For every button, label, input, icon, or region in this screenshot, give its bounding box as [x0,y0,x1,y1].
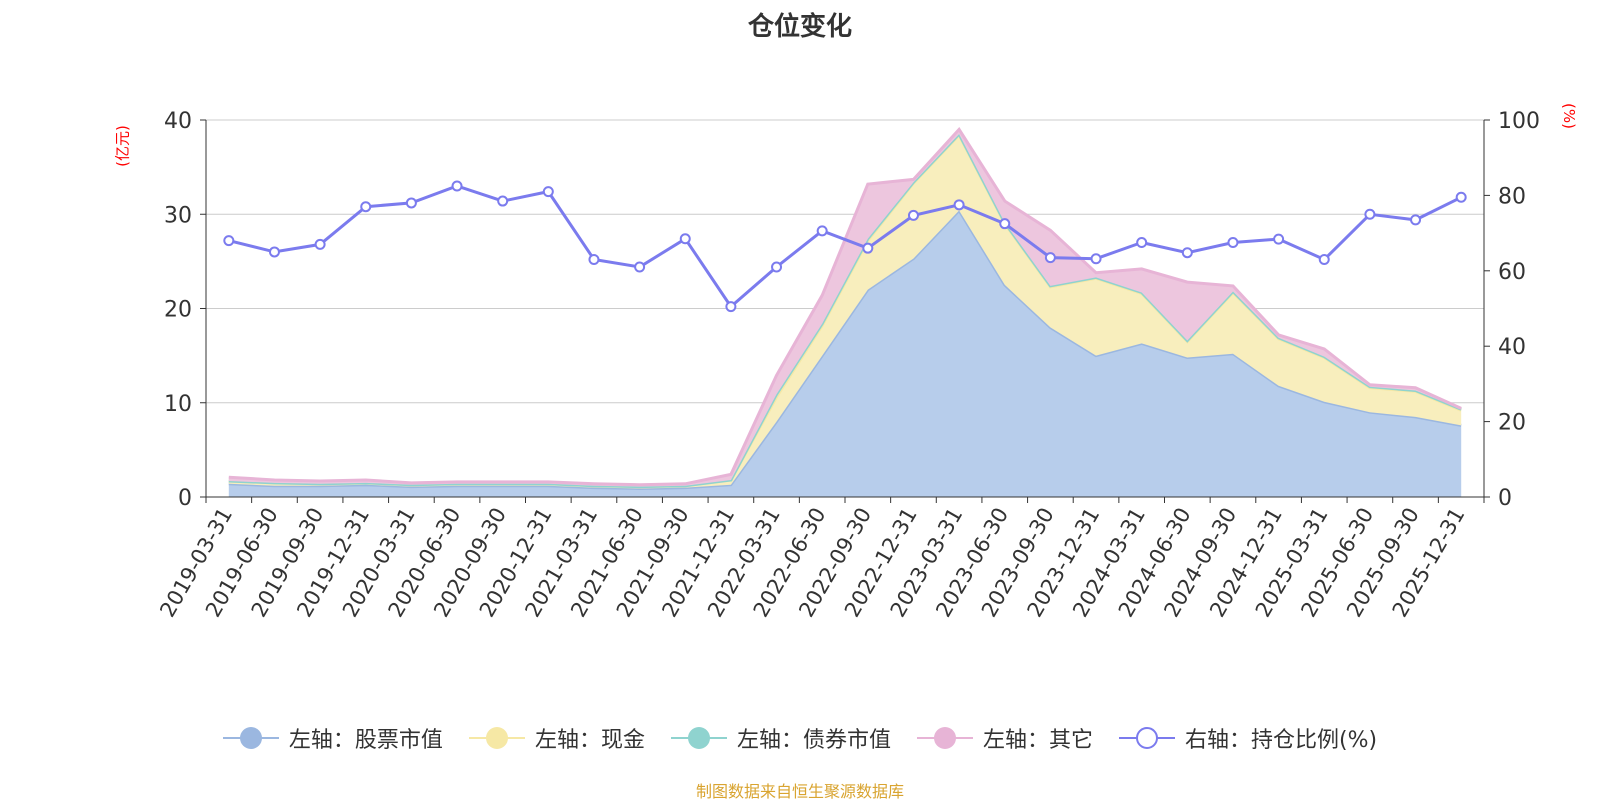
line-point [1090,253,1102,265]
area-左轴：现金 [228,135,1462,489]
left-axis-tick-label: 30 [164,203,192,228]
line-point [1136,237,1148,249]
line-point [862,242,874,254]
line-point [314,238,326,250]
right-axis-tick-label: 60 [1498,260,1526,285]
left-axis-tick-label: 20 [164,298,192,323]
left-axis-tick-label: 0 [178,486,192,511]
left-axis-tick-label: 10 [164,392,192,417]
line-point [1227,237,1239,249]
legend-swatch-icon [916,723,973,753]
line-point [816,225,828,237]
right-axis-tick-label: 20 [1498,411,1526,436]
line-point [223,235,235,247]
left-axis-tick-label: 40 [164,109,192,134]
legend-item[interactable]: 左轴：债券市值 [670,722,891,754]
legend-label: 左轴：现金 [534,728,645,753]
line-point [679,233,691,245]
line-point [771,261,783,273]
line-point [542,186,554,198]
legend-item[interactable]: 右轴：持仓比例(%) [1118,722,1378,754]
right-axis-tick-label: 0 [1498,486,1512,511]
legend-label: 左轴：其它 [982,728,1093,753]
chart-title: 仓位变化 [747,12,852,42]
line-point [999,218,1011,230]
legend-swatch-icon [468,723,525,753]
line-point [588,253,600,265]
line-point [1044,252,1056,264]
line-point [907,209,919,221]
legend-swatch-icon [222,723,279,753]
legend-swatch-icon [1118,723,1175,753]
line-point [1364,208,1376,220]
right-axis-tick-label: 100 [1498,109,1540,134]
line-point [268,246,280,258]
line-point [953,199,965,211]
line-point [725,301,737,313]
legend-item[interactable]: 左轴：股票市值 [222,722,443,754]
right-axis-tick-label: 40 [1498,335,1526,360]
legend-label: 左轴：股票市值 [288,728,443,753]
line-point [634,261,646,273]
legend-label: 左轴：债券市值 [736,728,891,753]
line-point [1273,233,1285,245]
legend-item[interactable]: 左轴：其它 [916,722,1093,754]
right-axis-tick-label: 80 [1498,184,1526,209]
line-point [1181,247,1193,259]
line-point [497,195,509,207]
area-左轴：其它 [228,129,1462,487]
chart-legend: 左轴：股票市值 左轴：现金 左轴：债券市值 左轴：其它 右轴：持仓比例(%) [0,722,1600,754]
line-point [451,180,463,192]
area-左轴：股票市值 [228,210,1462,497]
line-右轴：持仓比例(%) [228,184,1462,309]
legend-swatch-icon [670,723,727,753]
line-point [1410,214,1422,226]
source-note: 制图数据来自恒生聚源数据库 [695,782,904,801]
line-point [405,197,417,209]
line-point [1318,253,1330,265]
line-point [360,201,372,213]
legend-label: 右轴：持仓比例(%) [1184,728,1378,753]
legend-item[interactable]: 左轴：现金 [468,722,645,754]
line-point [1455,191,1467,203]
